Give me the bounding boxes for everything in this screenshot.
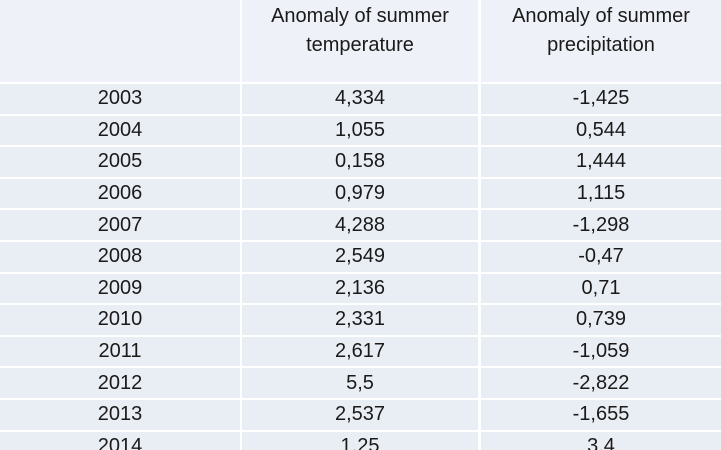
table-cell: 2012 — [0, 368, 240, 398]
header-cell: Anomaly of summer precipitation — [481, 0, 721, 82]
table-cell: 0,544 — [481, 115, 721, 146]
table-cell: -1,655 — [481, 400, 721, 430]
table-cell: 2014 — [0, 431, 240, 450]
table-cell: -0,47 — [481, 242, 721, 272]
table-cell: 0,739 — [481, 305, 721, 335]
table-cell: 2005 — [0, 147, 240, 177]
table-cell: -2,822 — [481, 368, 721, 398]
table-cell: 2008 — [0, 242, 240, 272]
table-cell: 2007 — [0, 210, 240, 240]
table-cell: 2,617 — [242, 336, 478, 367]
table-cell: 2010 — [0, 305, 240, 335]
table-cell: 1,444 — [481, 147, 721, 177]
table-cell: 2006 — [0, 178, 240, 209]
table-cell: 4,288 — [242, 210, 478, 240]
table-cell: -1,425 — [481, 84, 721, 114]
table-cell: 2004 — [0, 115, 240, 146]
table-cell: 2,549 — [242, 242, 478, 272]
table-cell: 2,136 — [242, 273, 478, 304]
table-cell: -1,059 — [481, 336, 721, 367]
table-cell: 5,5 — [242, 368, 478, 398]
header-cell — [0, 0, 240, 82]
table-cell: -1,298 — [481, 210, 721, 240]
table-cell: 0,71 — [481, 273, 721, 304]
table-cell: 1,115 — [481, 178, 721, 209]
table-cell: 4,334 — [242, 84, 478, 114]
table-cell: 2011 — [0, 336, 240, 367]
header-cell: Anomaly of summer temperature — [242, 0, 478, 82]
table-cell: 2003 — [0, 84, 240, 114]
table-cell: 3,4 — [481, 431, 721, 450]
table-cell: 2013 — [0, 400, 240, 430]
table-cell: 1,25 — [242, 431, 478, 450]
table-cell: 2,331 — [242, 305, 478, 335]
table-cell: 0,979 — [242, 178, 478, 209]
table-cell: 2009 — [0, 273, 240, 304]
table-cell: 1,055 — [242, 115, 478, 146]
table-cell: 0,158 — [242, 147, 478, 177]
table-cell: 2,537 — [242, 400, 478, 430]
